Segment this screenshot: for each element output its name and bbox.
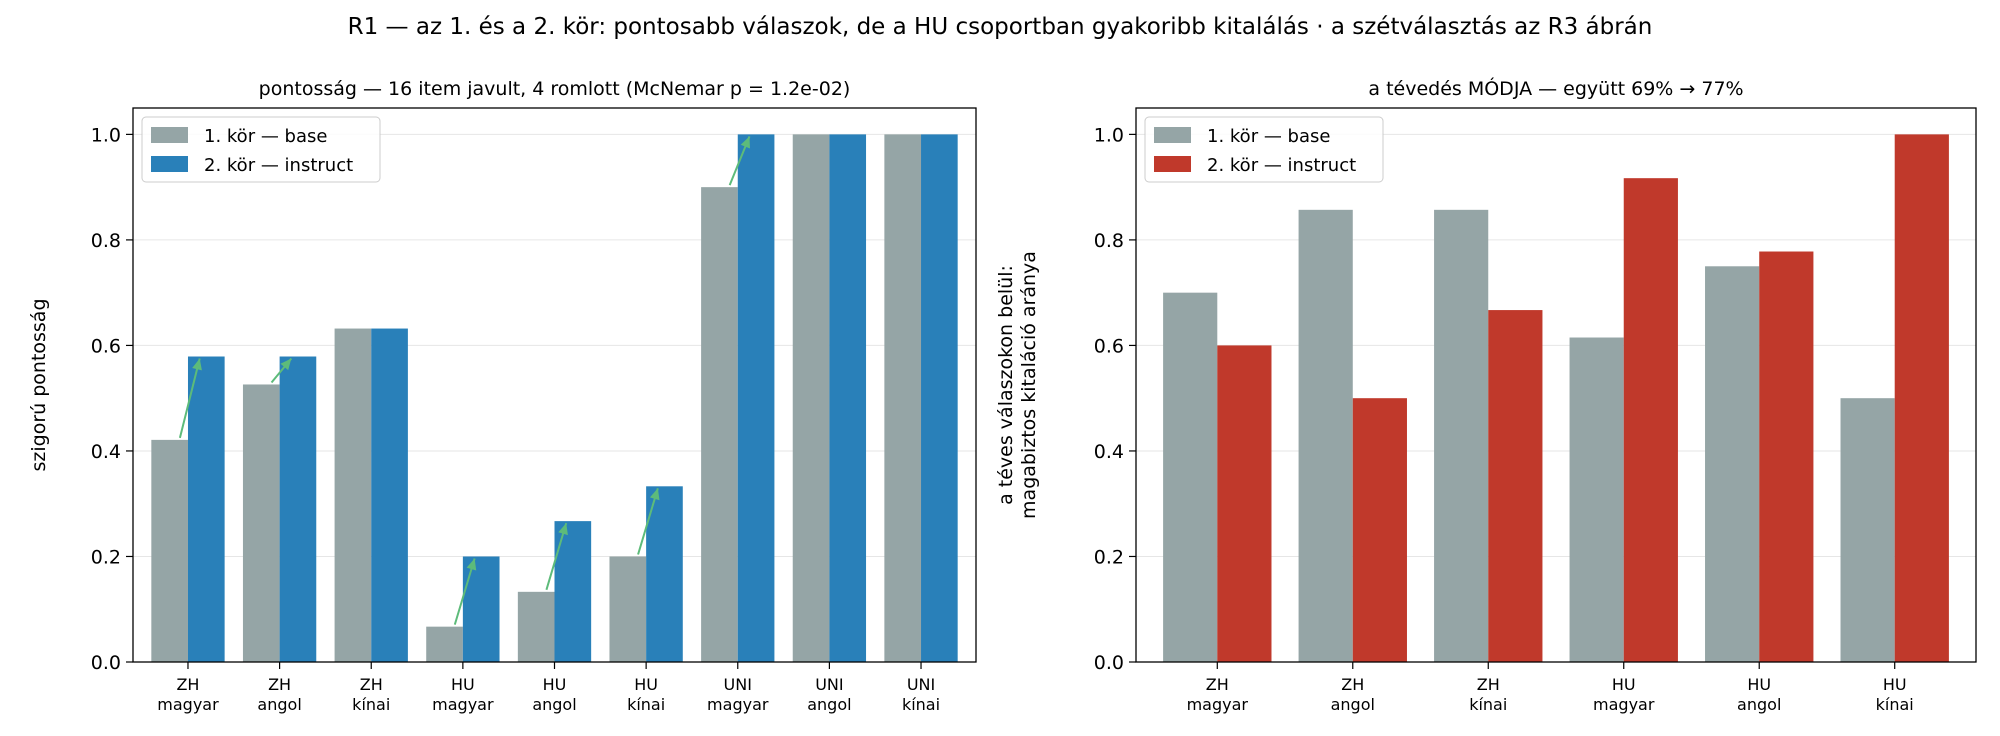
x-tick-label: ZH kínai — [352, 675, 390, 714]
accuracy-chart: 0.0 0.2 0.4 0.6 0.8 1.0 ZH magyar ZH angol ZH kínai… — [28, 78, 977, 714]
legend-swatch — [151, 127, 188, 143]
bar — [1569, 337, 1624, 662]
improvement-arrow-head — [280, 358, 292, 371]
y-tick-label: 0.2 — [1094, 546, 1124, 568]
y-axis-label: szigorú pontosság — [28, 298, 50, 471]
bar — [1298, 209, 1353, 662]
chart-title: pontosság — 16 item javult, 4 romlott (M… — [259, 78, 851, 100]
x-tick-label: UNI kínai — [902, 675, 940, 714]
improvement-arrow — [178, 358, 201, 439]
bar — [1623, 178, 1678, 662]
y-tick-label: 0.6 — [91, 335, 121, 357]
y-tick-label: 0.2 — [91, 546, 121, 568]
x-tick-label: HU angol — [532, 675, 576, 714]
x-tick-label: HU kínai — [1876, 675, 1914, 714]
improvement-arrow — [637, 488, 659, 555]
legend-swatch — [1154, 156, 1191, 172]
legend-swatch — [151, 156, 188, 172]
figure-suptitle: R1 — az 1. és a 2. kör: pontosabb válasz… — [348, 14, 1653, 40]
y-tick-label: 0.8 — [91, 230, 121, 252]
improvement-arrow — [453, 558, 476, 625]
improvement-arrow-head — [649, 488, 660, 501]
bar — [1705, 266, 1760, 662]
legend-label: 2. kör — instruct — [204, 155, 353, 176]
x-tick-label: HU kínai — [627, 675, 665, 714]
y-tick-label: 0.4 — [91, 441, 121, 463]
improvement-arrow-head — [466, 558, 477, 571]
y-tick-label: 0.0 — [91, 652, 121, 674]
x-tick-label: ZH magyar — [157, 675, 219, 714]
axes-frame — [1135, 107, 1977, 663]
bar — [884, 134, 922, 662]
legend-label: 2. kör — instruct — [1207, 155, 1356, 176]
legend-label: 1. kör — base — [1207, 126, 1330, 147]
legend-box — [1144, 116, 1384, 183]
improvement-arrow-head — [740, 136, 750, 149]
bar — [829, 134, 867, 662]
x-tick-label: HU magyar — [1593, 675, 1655, 714]
y-tick-label: 1.0 — [91, 124, 121, 146]
bar — [792, 134, 830, 662]
bar — [426, 626, 463, 662]
bar — [187, 356, 225, 662]
x-tick-label: ZH angol — [257, 675, 301, 714]
bar — [921, 134, 958, 662]
x-tick-label: ZH magyar — [1187, 675, 1249, 714]
bar — [737, 134, 775, 662]
legend-swatch — [1154, 127, 1191, 143]
bar — [1163, 292, 1218, 662]
y-tick-label: 0.8 — [1094, 230, 1124, 252]
x-tick-label: HU angol — [1737, 675, 1781, 714]
improvement-arrow-head — [192, 358, 202, 371]
bar — [609, 556, 647, 662]
bar — [1434, 209, 1489, 662]
y-tick-label: 0.0 — [1094, 652, 1124, 674]
y-tick-label: 0.4 — [1094, 441, 1124, 463]
x-tick-label: ZH angol — [1331, 675, 1375, 714]
legend-box — [141, 116, 381, 183]
improvement-arrow-head — [558, 523, 568, 536]
bar — [462, 556, 500, 662]
bar — [279, 356, 317, 662]
x-tick-label: HU magyar — [432, 675, 494, 714]
bar — [242, 384, 280, 662]
bar — [334, 328, 372, 662]
x-tick-label: UNI angol — [807, 675, 851, 714]
bar — [1488, 310, 1543, 662]
x-tick-label: UNI magyar — [707, 675, 769, 714]
x-tick-label: ZH kínai — [1469, 675, 1507, 714]
bar — [1352, 398, 1407, 662]
bar — [701, 187, 738, 662]
bar — [646, 486, 683, 662]
bar — [371, 328, 408, 662]
y-axis-label: a téves válaszokon belül:magabiztos kita… — [995, 251, 1040, 519]
bar — [1759, 251, 1814, 662]
y-tick-label: 0.6 — [1094, 335, 1124, 357]
bar — [1894, 134, 1949, 662]
guess-rate-chart: 0.0 0.2 0.4 0.6 0.8 1.0 ZH magyar ZH angol ZH kínai… — [995, 76, 1977, 714]
legend-label: 1. kör — base — [204, 126, 327, 147]
chart-title: a tévedés MÓDJA — együtt 69% → 77% — [1368, 76, 1743, 100]
bar — [1217, 345, 1272, 662]
bar — [517, 591, 555, 662]
improvement-arrow — [545, 522, 568, 591]
y-tick-label: 1.0 — [1094, 124, 1124, 146]
bar — [151, 439, 188, 662]
bar — [1840, 398, 1895, 662]
